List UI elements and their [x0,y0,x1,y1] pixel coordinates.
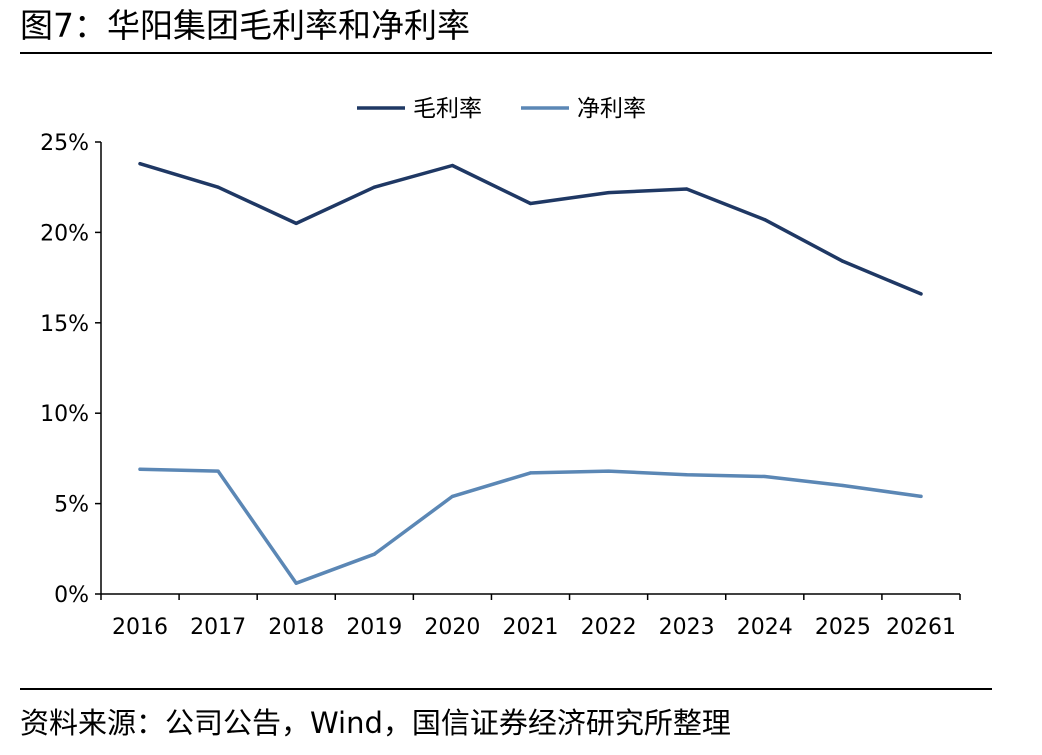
data-point-1 [685,473,689,477]
data-point-1 [919,494,923,498]
x-tick-label: 2020 [424,615,480,640]
data-point-0 [138,162,142,166]
x-tick-label: 2017 [190,615,246,640]
data-point-0 [216,185,220,189]
chart-axes: 0% 5% 10% 15% 20% 25% 2016 2017 2018 2019 2020 2021… [40,131,961,640]
bottom-rule [20,688,992,690]
data-point-1 [763,474,767,479]
data-point-0 [372,185,376,189]
top-rule [20,52,992,54]
chart-legend: 毛利率 净利率 [357,96,646,122]
series-line-1 [138,467,923,585]
data-point-1 [841,483,845,488]
x-tick-label: 2019 [346,615,402,640]
series-line-0 [138,161,923,296]
x-tick-label: 2023 [659,615,715,640]
x-tick-label: 20261 [886,615,956,640]
data-point-0 [841,259,845,263]
chart-series [138,161,923,585]
data-point-1 [528,471,533,475]
y-tick-label: 0% [54,583,89,608]
x-tick-label: 2016 [112,615,168,640]
x-tick-label: 2024 [737,615,793,640]
y-tick-label: 10% [40,402,89,427]
data-point-0 [606,191,611,195]
data-point-1 [450,494,455,498]
x-tick-label: 2018 [268,615,324,640]
data-point-0 [763,218,767,222]
data-point-0 [685,187,689,191]
x-tick-label: 2021 [503,615,559,640]
y-tick-label: 5% [54,493,89,518]
data-point-0 [528,201,533,206]
data-point-0 [294,221,298,225]
line-chart: 毛利率 净利率 0% 5% 10% 15% 20% 25% 2016 2017 2018 2019 2… [40,96,961,640]
y-tick-label: 25% [40,131,89,156]
data-point-0 [450,163,455,168]
data-point-0 [919,292,923,296]
x-tick-label: 2025 [815,615,871,640]
y-tick-label: 20% [40,221,89,246]
x-tick-label: 2022 [581,615,637,640]
source-note: 资料来源：公司公告，Wind，国信证券经济研究所整理 [20,706,731,740]
data-point-1 [606,469,611,473]
legend-label-0: 毛利率 [413,96,482,122]
data-point-1 [294,581,298,585]
data-point-1 [216,469,220,473]
legend-label-1: 净利率 [577,96,646,122]
data-point-1 [138,467,142,471]
data-point-1 [372,552,376,556]
figure-title: 图7：华阳集团毛利率和净利率 [20,6,470,45]
y-tick-label: 15% [40,312,89,337]
